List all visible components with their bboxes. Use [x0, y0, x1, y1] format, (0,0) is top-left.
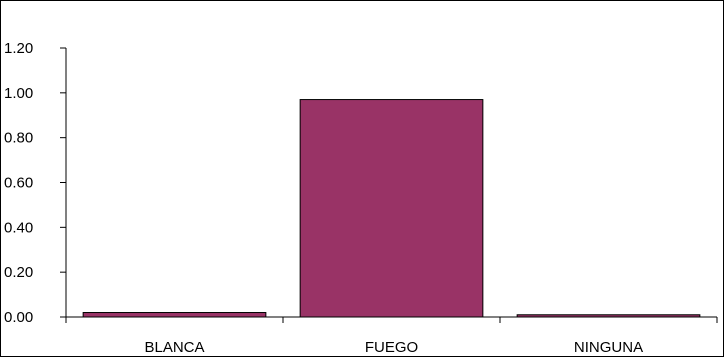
bar-blanca — [82, 312, 267, 318]
y-tick-label: 0.00 — [4, 309, 33, 326]
bar-ninguna — [516, 314, 701, 318]
y-tick-label: 1.20 — [4, 40, 33, 57]
y-tick-label: 0.80 — [4, 130, 33, 147]
bars — [82, 99, 701, 318]
bar-fuego — [299, 99, 484, 318]
y-tick-label: 0.20 — [4, 264, 33, 281]
y-tick-label: 0.40 — [4, 219, 33, 236]
x-tick-label: NINGUNA — [574, 339, 643, 356]
x-tick-label: BLANCA — [144, 339, 204, 356]
y-tick-label: 0.60 — [4, 175, 33, 192]
x-axis: BLANCA FUEGO NINGUNA — [65, 316, 718, 356]
x-tick-label: FUEGO — [365, 339, 418, 356]
y-tick-label: 1.00 — [4, 85, 33, 102]
y-axis: 0.00 0.20 0.40 0.60 0.80 1.00 1.20 — [4, 40, 67, 326]
